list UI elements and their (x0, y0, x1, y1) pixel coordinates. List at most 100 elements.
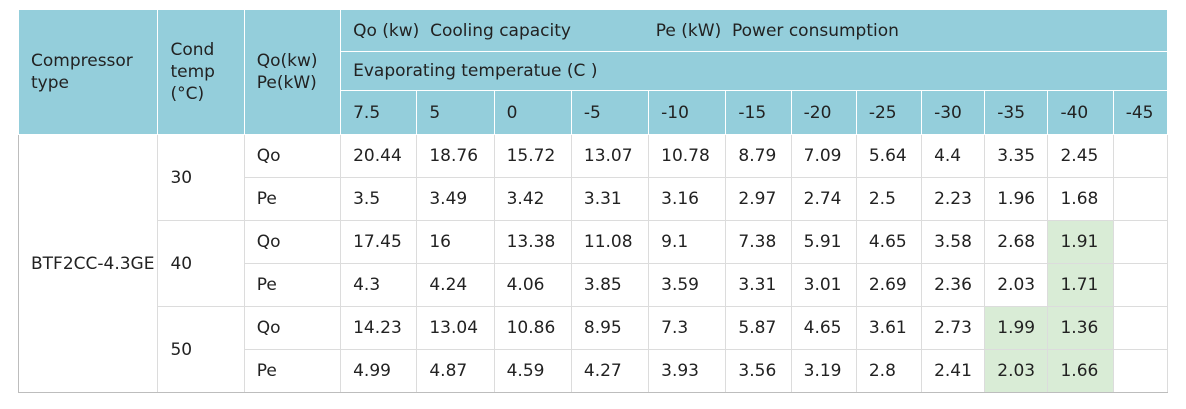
header-temp-cell: -40 (1047, 90, 1114, 135)
value-cell: 4.99 (340, 349, 417, 393)
header-temp-cell: -45 (1112, 90, 1169, 135)
header-temp-cell: -10 (648, 90, 727, 135)
performance-table: Compressor type Cond temp (°C) Qo(kw) Pe… (17, 9, 1169, 393)
value-cell: 7.09 (790, 134, 857, 178)
value-cell: 3.58 (921, 220, 985, 264)
value-cell: 1.36 (1047, 306, 1114, 350)
value-cell: 2.03 (984, 263, 1048, 307)
value-cell: 4.59 (493, 349, 572, 393)
header-temp-cell: 7.5 (340, 90, 418, 135)
value-cell: 1.71 (1047, 263, 1114, 307)
value-cell: 14.23 (340, 306, 417, 350)
value-cell: 3.31 (725, 263, 792, 307)
header-compressor-type: Compressor type (17, 9, 159, 135)
value-cell: 1.68 (1047, 177, 1114, 221)
value-cell: 3.49 (416, 177, 495, 221)
value-cell: 4.65 (790, 306, 857, 350)
table-body: BTF2CC-4.3GE 30 Qo 20.44 18.76 15.72 13.07 10.7… (17, 134, 1169, 393)
value-cell: 18.76 (416, 134, 495, 178)
value-cell: 2.5 (855, 177, 922, 221)
header-temp-cell: -5 (570, 90, 650, 135)
row-label-cell: Pe (243, 263, 341, 307)
table-row: 50 Qo 14.23 13.04 10.86 8.95 7.3 5.87 4.65 3.61 2.… (19, 306, 1169, 393)
value-cell: 4.4 (921, 134, 985, 178)
header-cond-temp: Cond temp (°C) (157, 9, 245, 135)
value-cell (1112, 349, 1169, 393)
value-cell: 5.87 (725, 306, 792, 350)
header-cond-temp-label: Cond temp (°C) (170, 40, 215, 104)
value-cell: 4.3 (340, 263, 417, 307)
value-cell: 4.87 (416, 349, 495, 393)
header-temp-cell: -30 (921, 90, 986, 135)
value-cell: 1.99 (984, 306, 1048, 350)
value-cell: 3.16 (648, 177, 726, 221)
value-cell (1112, 263, 1169, 307)
value-cell: 16 (416, 220, 495, 264)
header-legend: Qo (kw) Cooling capacity Pe (kW) Power c… (340, 9, 1168, 52)
value-cell (1112, 220, 1169, 264)
value-cell: 8.79 (725, 134, 792, 178)
value-cell: 2.23 (921, 177, 985, 221)
table-row: Pe 4.3 4.24 4.06 3.85 3.59 3.31 3.01 2.69 2.36 2.0… (19, 263, 1169, 307)
value-cell: 11.08 (570, 220, 649, 264)
value-cell: 20.44 (340, 134, 417, 178)
value-cell: 1.96 (984, 177, 1048, 221)
row-label-cell: Pe (243, 349, 341, 393)
value-cell: 4.27 (570, 349, 649, 393)
value-cell: 4.24 (416, 263, 495, 307)
value-cell: 3.61 (855, 306, 922, 350)
cond-temp-cell: 50 (157, 306, 245, 393)
value-cell: 17.45 (340, 220, 417, 264)
value-cell: 9.1 (648, 220, 726, 264)
value-cell: 2.45 (1047, 134, 1114, 178)
row-label-cell: Pe (243, 177, 341, 221)
row-label-cell: Qo (243, 306, 341, 350)
value-cell: 4.06 (493, 263, 572, 307)
header-temp-cell: 0 (493, 90, 572, 135)
header-temp-cell: 5 (416, 90, 495, 135)
table-row: Pe 4.99 4.87 4.59 4.27 3.93 3.56 3.19 2.8 2.41 2.0… (19, 349, 1169, 393)
value-cell: 2.41 (921, 349, 985, 393)
value-cell: 3.19 (790, 349, 857, 393)
value-cell: 7.38 (725, 220, 792, 264)
table-header: Compressor type Cond temp (°C) Qo(kw) Pe… (17, 9, 1169, 135)
value-cell: 15.72 (493, 134, 572, 178)
value-cell: 3.85 (570, 263, 649, 307)
legend-pe: Pe (kW) Power consumption (655, 20, 899, 41)
value-cell: 5.64 (855, 134, 922, 178)
row-label-cell: Qo (243, 220, 341, 264)
table-row: Pe 3.5 3.49 3.42 3.31 3.16 2.97 2.74 2.5 2.23 1.96… (19, 177, 1169, 221)
value-cell: 2.36 (921, 263, 985, 307)
header-temp-cell: -35 (984, 90, 1049, 135)
value-cell: 3.93 (648, 349, 726, 393)
value-cell: 3.31 (570, 177, 649, 221)
value-cell (1112, 177, 1169, 221)
value-cell (1112, 134, 1169, 178)
value-cell (1112, 306, 1169, 350)
value-cell: 1.66 (1047, 349, 1114, 393)
header-temp-cell: -25 (855, 90, 923, 135)
value-cell: 13.04 (416, 306, 495, 350)
value-cell: 2.68 (984, 220, 1048, 264)
value-cell: 3.56 (725, 349, 792, 393)
table-row: BTF2CC-4.3GE 30 Qo 20.44 18.76 15.72 13.07 10.7… (17, 134, 1169, 393)
value-cell: 2.03 (984, 349, 1048, 393)
value-cell: 3.01 (790, 263, 857, 307)
value-cell: 10.78 (648, 134, 726, 178)
value-cell: 7.3 (648, 306, 726, 350)
cond-temp-cell: 30 (157, 134, 245, 221)
legend-qo: Qo (kw) Cooling capacity (353, 20, 571, 41)
value-cell: 3.5 (340, 177, 417, 221)
value-cell: 2.97 (725, 177, 792, 221)
header-temp-cell: -15 (725, 90, 792, 135)
value-cell: 2.73 (921, 306, 985, 350)
value-cell: 10.86 (493, 306, 572, 350)
header-temps-row: 7.5 5 0 -5 -10 -15 -20 -25 -30 -35 -40 -45 (19, 90, 1169, 135)
header-temp-cell: -20 (790, 90, 857, 135)
value-cell: 3.59 (648, 263, 726, 307)
table-row: 40 Qo 17.45 16 13.38 11.08 9.1 7.38 5.91 4.65 3.58… (19, 220, 1169, 307)
value-cell: 2.8 (855, 349, 922, 393)
value-cell: 1.91 (1047, 220, 1114, 264)
value-cell: 13.38 (493, 220, 572, 264)
value-cell: 13.07 (570, 134, 649, 178)
